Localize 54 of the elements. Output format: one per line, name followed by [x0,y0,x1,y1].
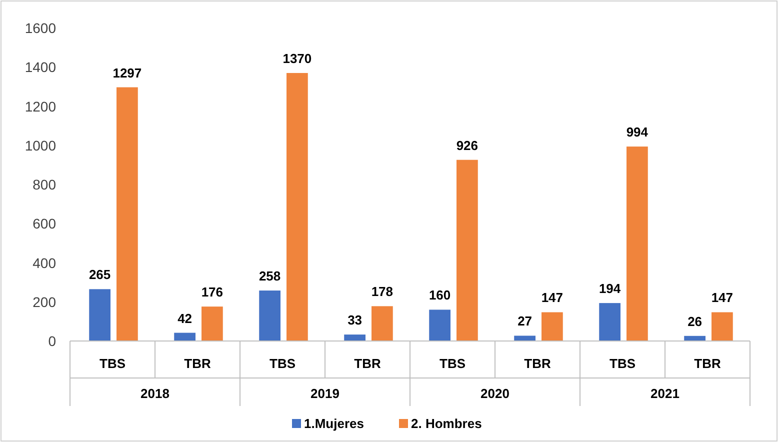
legend-label: 2. Hombres [411,416,482,431]
x-tick-label: TBR [524,356,552,371]
y-tick-label: 1000 [24,137,56,154]
bar [626,146,648,341]
bar [456,160,478,341]
x-tick-label: TBR [184,356,212,371]
data-label: 176 [201,284,224,300]
x-tick-label: TBS [610,356,636,371]
data-label: 1370 [282,50,312,66]
y-tick-label: 800 [32,176,56,192]
y-tick-label: 1200 [24,98,56,114]
x-tick-label: TBR [694,356,722,371]
bar [429,310,450,341]
y-tick-label: 400 [32,254,56,271]
bar [514,336,536,341]
data-label: 33 [348,312,362,328]
legend-label: 1.Mujeres [304,416,364,431]
text: 2019 [310,386,340,401]
data-label: 27 [518,314,532,329]
bar [712,312,733,341]
data-label: 1297 [112,65,142,80]
bar [542,312,563,341]
x-tick-label: TBR [354,356,382,371]
data-label: 26 [688,314,702,329]
bar [259,290,280,341]
bar [599,303,620,341]
text: 2021 [650,386,680,401]
y-tick-label: 600 [32,216,56,232]
x-tick-label: TBS [100,356,126,371]
data-label: 160 [428,288,451,303]
data-label: 178 [371,284,394,300]
text: 2018 [140,386,170,401]
bar [116,87,138,341]
data-label: 147 [541,290,564,306]
data-label: 194 [598,281,622,296]
bar [89,289,110,341]
data-label: 42 [178,310,192,326]
data-label: 265 [88,267,111,282]
text: 2020 [480,386,510,401]
data-label: 147 [711,290,734,306]
x-tick-label: TBS [440,356,466,371]
bar [202,306,223,341]
bar [286,72,308,341]
y-tick-label: 1400 [24,59,56,76]
data-label: 258 [258,268,281,284]
data-label: 994 [626,124,649,140]
bar [174,332,196,341]
data-label: 926 [456,138,478,153]
y-tick-label: 1600 [24,20,56,36]
x-tick-label: TBS [270,356,296,371]
bar [344,334,366,341]
bar [372,306,393,341]
y-tick-label: 200 [32,294,56,310]
y-tick-label: 0 [48,333,56,349]
